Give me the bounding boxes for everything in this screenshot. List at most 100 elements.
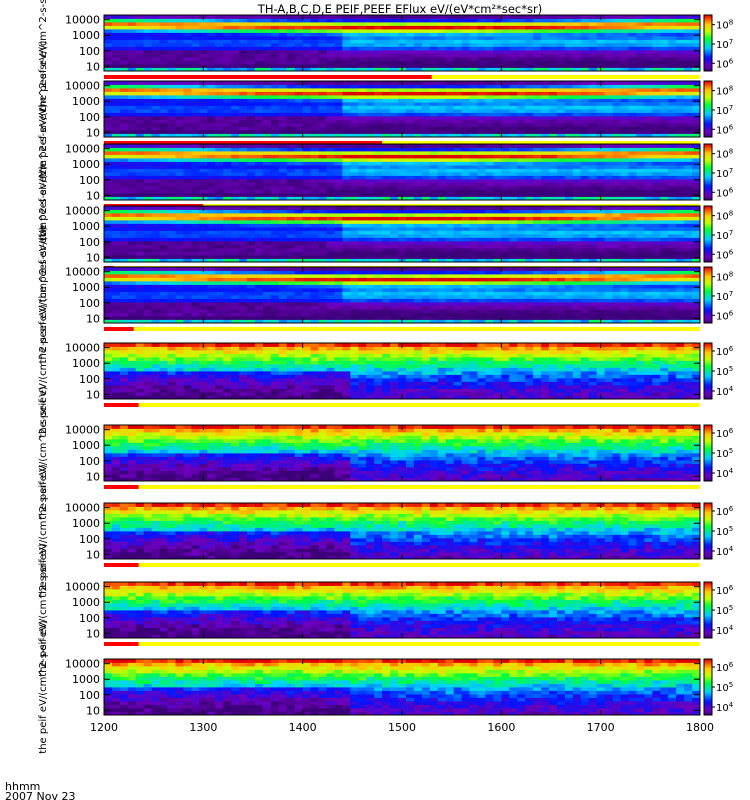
heatmap-cell — [469, 147, 478, 152]
heatmap-cell — [620, 237, 629, 242]
heatmap-cell — [652, 255, 661, 259]
heatmap-cell — [104, 109, 113, 113]
heatmap-cell — [183, 67, 192, 72]
heatmap-cell — [135, 151, 145, 155]
heatmap-cell — [294, 172, 304, 176]
heatmap-cell — [549, 84, 558, 89]
heatmap-cell — [398, 255, 407, 259]
heatmap-cell — [413, 43, 423, 47]
heatmap-cell — [604, 91, 613, 96]
heatmap-cell — [183, 116, 192, 120]
heatmap-cell — [247, 57, 256, 61]
heatmap-cell — [588, 105, 598, 110]
heatmap-cell — [143, 95, 153, 99]
heatmap-cell — [652, 105, 661, 110]
heatmap-cell — [477, 102, 486, 106]
heatmap-cell — [652, 175, 661, 180]
heatmap-cell — [485, 133, 494, 138]
heatmap-cell — [588, 57, 598, 61]
heatmap-cell — [469, 64, 478, 68]
heatmap-cell — [239, 230, 248, 235]
heatmap-cell — [239, 53, 248, 58]
heatmap-cell — [390, 151, 399, 155]
heatmap-cell — [342, 32, 351, 37]
heatmap-cell — [223, 36, 232, 40]
heatmap-cell — [350, 158, 359, 162]
heatmap-cell — [429, 126, 439, 131]
heatmap-cell — [556, 196, 566, 201]
heatmap-cell — [167, 196, 176, 201]
heatmap-cell — [564, 84, 574, 89]
heatmap-cell — [413, 46, 423, 51]
heatmap-cell — [684, 84, 693, 89]
heatmap-cell — [580, 109, 590, 113]
heatmap-cell — [199, 95, 208, 99]
heatmap-cell — [636, 168, 645, 173]
heatmap-cell — [374, 248, 383, 252]
heatmap-cell — [183, 32, 192, 37]
heatmap-cell — [469, 22, 478, 26]
heatmap-cell — [533, 105, 542, 110]
heatmap-cell — [684, 147, 693, 152]
heatmap-cell — [215, 25, 224, 30]
heatmap-cell — [151, 258, 161, 263]
heatmap-cell — [318, 15, 327, 19]
heatmap-cell — [572, 84, 582, 89]
heatmap-cell — [294, 57, 304, 61]
heatmap-cell — [326, 22, 335, 26]
heatmap-cell — [127, 161, 137, 166]
heatmap-cell — [382, 126, 391, 131]
heatmap-cell — [413, 244, 423, 249]
heatmap-cell — [421, 206, 431, 210]
heatmap-cell — [175, 50, 184, 54]
heatmap-cell — [596, 105, 606, 110]
heatmap-cell — [485, 81, 494, 85]
heatmap-cell — [350, 186, 359, 190]
heatmap-cell — [493, 123, 502, 127]
heatmap-cell — [135, 220, 145, 224]
heatmap-cell — [541, 91, 550, 96]
heatmap-cell — [541, 50, 550, 54]
heatmap-cell — [429, 109, 439, 113]
heatmap-cell — [278, 15, 288, 19]
heatmap-cell — [278, 213, 288, 217]
heatmap-cell — [398, 102, 407, 106]
heatmap-cell — [231, 126, 240, 131]
heatmap-cell — [517, 168, 526, 173]
heatmap-cell — [294, 154, 304, 159]
heatmap-cell — [660, 15, 669, 19]
heatmap-cell — [151, 116, 161, 120]
heatmap-cell — [517, 230, 526, 235]
heatmap-cell — [564, 18, 574, 23]
heatmap-cell — [183, 255, 192, 259]
heatmap-cell — [692, 248, 701, 252]
heatmap-cell — [167, 237, 176, 242]
heatmap-cell — [525, 234, 534, 238]
heatmap-cell — [644, 186, 653, 190]
heatmap-cell — [254, 91, 264, 96]
heatmap-cell — [485, 216, 494, 221]
heatmap-cell — [517, 112, 526, 117]
heatmap-cell — [556, 258, 566, 263]
heatmap-cell — [318, 154, 327, 159]
heatmap-cell — [358, 227, 367, 231]
heatmap-cell — [334, 25, 343, 30]
heatmap-cell — [541, 237, 550, 242]
heatmap-cell — [485, 18, 494, 23]
heatmap-cell — [596, 216, 606, 221]
heatmap-cell — [549, 251, 558, 256]
heatmap-cell — [159, 186, 168, 190]
heatmap-cell — [207, 67, 216, 72]
heatmap-cell — [469, 39, 478, 44]
heatmap-cell — [262, 46, 272, 51]
heatmap-cell — [342, 175, 351, 180]
heatmap-cell — [588, 81, 598, 85]
heatmap-cell — [278, 172, 288, 176]
heatmap-cell — [302, 43, 312, 47]
heatmap-cell — [509, 50, 518, 54]
heatmap-cell — [604, 186, 613, 190]
heatmap-cell — [302, 196, 312, 201]
heatmap-cell — [636, 223, 645, 228]
colorbar-tick-label: 107 — [716, 104, 733, 117]
